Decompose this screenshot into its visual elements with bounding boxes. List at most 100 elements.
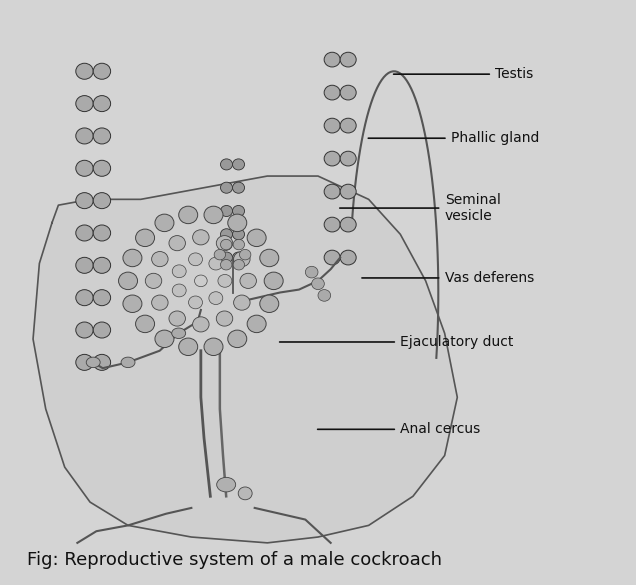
Ellipse shape <box>76 128 93 144</box>
Ellipse shape <box>340 250 356 265</box>
Ellipse shape <box>228 214 247 232</box>
Ellipse shape <box>76 257 93 273</box>
Ellipse shape <box>118 272 137 290</box>
Ellipse shape <box>93 355 111 370</box>
Ellipse shape <box>233 252 245 263</box>
Ellipse shape <box>93 192 111 209</box>
Ellipse shape <box>312 278 324 290</box>
Ellipse shape <box>233 205 245 216</box>
Ellipse shape <box>221 229 233 240</box>
Ellipse shape <box>324 85 340 100</box>
Ellipse shape <box>155 214 174 232</box>
Ellipse shape <box>233 252 250 267</box>
Ellipse shape <box>93 322 111 338</box>
Ellipse shape <box>217 477 236 492</box>
Ellipse shape <box>340 152 356 166</box>
Ellipse shape <box>145 273 162 288</box>
Ellipse shape <box>151 295 168 310</box>
Ellipse shape <box>172 328 186 339</box>
Ellipse shape <box>214 249 226 260</box>
Text: Fig: Reproductive system of a male cockroach: Fig: Reproductive system of a male cockr… <box>27 551 442 569</box>
Text: Ejaculatory duct: Ejaculatory duct <box>400 335 514 349</box>
Polygon shape <box>33 176 457 543</box>
Ellipse shape <box>93 128 111 144</box>
Ellipse shape <box>218 274 232 287</box>
Ellipse shape <box>193 230 209 245</box>
Ellipse shape <box>259 295 279 312</box>
Ellipse shape <box>76 322 93 338</box>
Ellipse shape <box>155 330 174 347</box>
Ellipse shape <box>76 355 93 370</box>
Ellipse shape <box>135 315 155 333</box>
Ellipse shape <box>340 217 356 232</box>
Ellipse shape <box>172 284 186 297</box>
Ellipse shape <box>179 206 198 223</box>
Ellipse shape <box>76 95 93 112</box>
Text: Phallic gland: Phallic gland <box>451 131 539 145</box>
Text: Vas deferens: Vas deferens <box>445 271 534 285</box>
Text: Testis: Testis <box>495 67 534 81</box>
Text: Anal cercus: Anal cercus <box>400 422 481 436</box>
Ellipse shape <box>324 52 340 67</box>
Ellipse shape <box>228 330 247 347</box>
Ellipse shape <box>340 85 356 100</box>
Ellipse shape <box>204 206 223 223</box>
Ellipse shape <box>221 239 232 250</box>
Ellipse shape <box>264 272 283 290</box>
Ellipse shape <box>93 225 111 241</box>
Ellipse shape <box>233 159 245 170</box>
Ellipse shape <box>240 249 251 260</box>
Ellipse shape <box>324 152 340 166</box>
Ellipse shape <box>93 95 111 112</box>
Ellipse shape <box>135 229 155 246</box>
Ellipse shape <box>216 311 233 326</box>
Ellipse shape <box>93 63 111 79</box>
Ellipse shape <box>76 225 93 241</box>
Text: Seminal
vesicle: Seminal vesicle <box>445 193 501 223</box>
Ellipse shape <box>324 184 340 199</box>
Ellipse shape <box>93 160 111 176</box>
Ellipse shape <box>86 357 100 367</box>
Ellipse shape <box>123 295 142 312</box>
Ellipse shape <box>340 118 356 133</box>
Ellipse shape <box>305 266 318 278</box>
Ellipse shape <box>193 317 209 332</box>
Ellipse shape <box>221 252 233 263</box>
Ellipse shape <box>76 160 93 176</box>
Ellipse shape <box>324 250 340 265</box>
Ellipse shape <box>188 296 202 309</box>
Ellipse shape <box>233 229 245 240</box>
Ellipse shape <box>169 236 186 251</box>
Ellipse shape <box>324 118 340 133</box>
Ellipse shape <box>233 295 250 310</box>
Ellipse shape <box>318 290 331 301</box>
Ellipse shape <box>209 257 223 270</box>
Ellipse shape <box>93 290 111 306</box>
Ellipse shape <box>247 229 266 246</box>
Ellipse shape <box>238 487 252 500</box>
Ellipse shape <box>76 290 93 306</box>
Ellipse shape <box>204 338 223 356</box>
Ellipse shape <box>221 205 233 216</box>
Ellipse shape <box>340 184 356 199</box>
Ellipse shape <box>221 159 233 170</box>
Ellipse shape <box>221 182 233 193</box>
Ellipse shape <box>76 63 93 79</box>
Ellipse shape <box>240 273 256 288</box>
Ellipse shape <box>221 260 232 270</box>
Ellipse shape <box>324 217 340 232</box>
Ellipse shape <box>233 260 245 270</box>
Ellipse shape <box>121 357 135 367</box>
Ellipse shape <box>340 52 356 67</box>
Ellipse shape <box>93 257 111 273</box>
Ellipse shape <box>259 249 279 267</box>
Ellipse shape <box>169 311 186 326</box>
Ellipse shape <box>209 292 223 305</box>
Ellipse shape <box>233 182 245 193</box>
Ellipse shape <box>151 252 168 267</box>
Ellipse shape <box>179 338 198 356</box>
Ellipse shape <box>123 249 142 267</box>
Ellipse shape <box>76 192 93 209</box>
Ellipse shape <box>247 315 266 333</box>
Ellipse shape <box>195 275 207 287</box>
